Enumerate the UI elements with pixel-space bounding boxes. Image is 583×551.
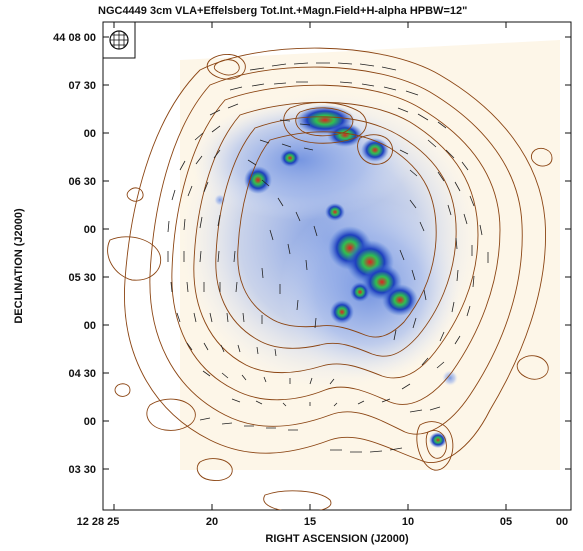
beam-ellipse-icon [102, 21, 136, 59]
y-tick-label: 06 30 [68, 176, 96, 188]
y-tick-label: 44 08 00 [53, 32, 96, 44]
map-image [107, 40, 560, 510]
figure-title: NGC4449 3cm VLA+Effelsberg Tot.Int.+Magn… [98, 5, 467, 17]
y-tick-label: 00 [84, 128, 96, 140]
y-tick-label: 03 30 [68, 464, 96, 476]
y-tick-marks [103, 36, 571, 470]
x-axis-label: RIGHT ASCENSION (J2000) [265, 533, 409, 545]
y-tick-label: 04 30 [68, 368, 96, 380]
y-tick-label: 00 [84, 416, 96, 428]
y-tick-label: 00 [84, 224, 96, 236]
x-tick-label: 10 [402, 516, 414, 528]
x-tick-label: 15 [304, 516, 316, 528]
halpha-knots [214, 105, 458, 448]
x-tick-label: 05 [500, 516, 512, 528]
y-tick-label: 07 30 [68, 80, 96, 92]
radio-contours [107, 47, 553, 510]
x-tick-label: 20 [206, 516, 218, 528]
x-tick-label: 12 28 25 [77, 516, 120, 528]
y-tick-labels: 44 08 00 07 30 00 06 30 00 05 30 00 04 3… [53, 32, 96, 476]
y-tick-label: 05 30 [68, 272, 96, 284]
x-tick-label: 00 [556, 516, 568, 528]
x-tick-labels: 12 28 25 20 15 10 05 00 [77, 516, 569, 528]
magnetic-field-vectors [167, 62, 489, 453]
y-axis-label: DECLINATION (J2000) [13, 208, 25, 324]
x-tick-marks [113, 22, 507, 510]
y-tick-label: 00 [84, 320, 96, 332]
